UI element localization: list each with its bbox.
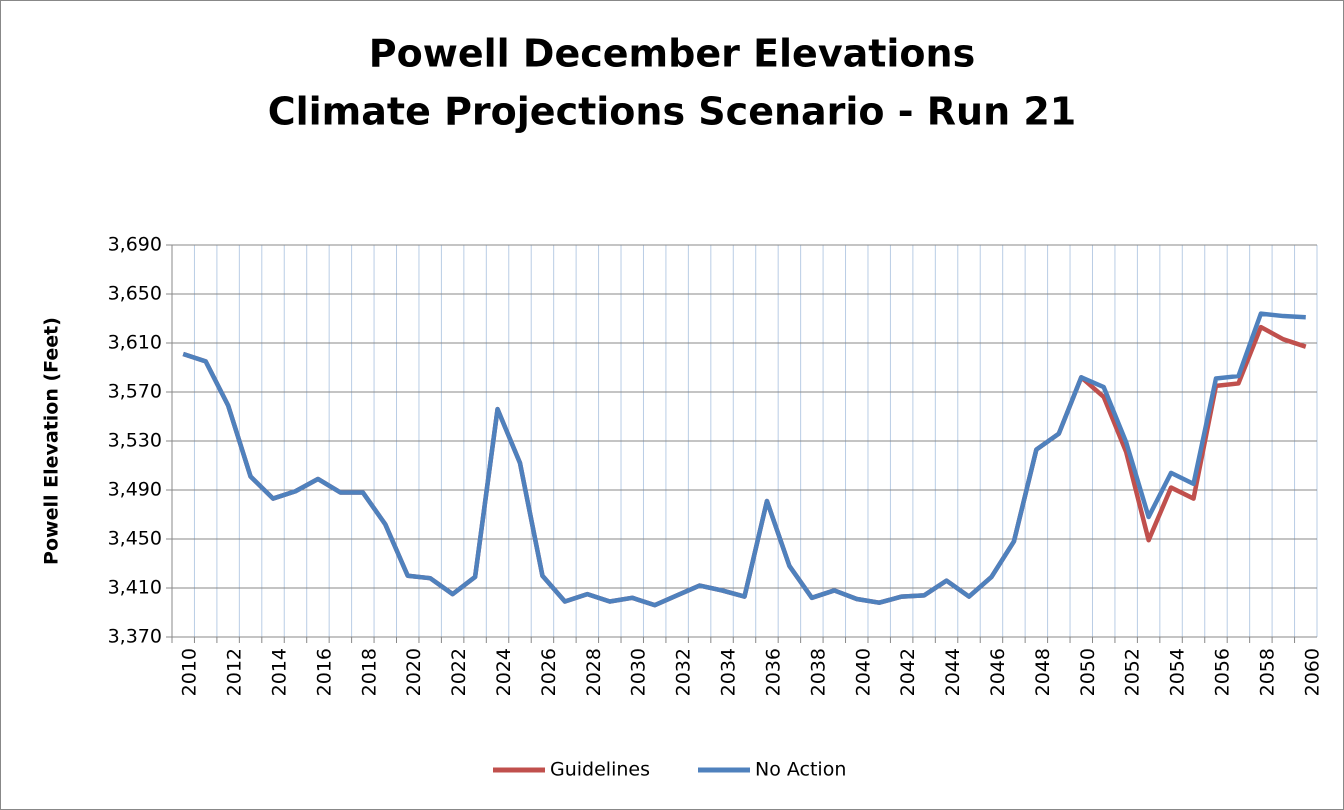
- x-tick-label: 2050: [1077, 648, 1099, 696]
- x-tick-label: 2042: [897, 648, 919, 696]
- x-tick-label: 2024: [493, 648, 515, 696]
- x-tick-label: 2048: [1032, 648, 1054, 696]
- y-tick-label: 3,530: [108, 430, 162, 452]
- x-tick-label: 2020: [403, 648, 425, 696]
- legend-label: Guidelines: [550, 759, 650, 781]
- x-tick-label: 2060: [1301, 648, 1323, 696]
- x-tick-label: 2052: [1122, 648, 1144, 696]
- x-tick-label: 2054: [1167, 648, 1189, 696]
- x-tick-label: 2034: [718, 648, 740, 696]
- y-tick-label: 3,570: [108, 381, 162, 403]
- y-tick-label: 3,650: [108, 283, 162, 305]
- y-tick-label: 3,610: [108, 332, 162, 354]
- chart-subtitle: Climate Projections Scenario - Run 21: [268, 90, 1077, 134]
- x-tick-label: 2012: [224, 648, 246, 696]
- x-tick-label: 2016: [313, 648, 335, 696]
- chart-title: Powell December Elevations: [369, 32, 975, 76]
- y-tick-label: 3,490: [108, 479, 162, 501]
- x-tick-label: 2038: [807, 648, 829, 696]
- x-tick-label: 2022: [448, 648, 470, 696]
- y-tick-label: 3,690: [108, 234, 162, 256]
- x-tick-label: 2028: [583, 648, 605, 696]
- x-tick-label: 2018: [358, 648, 380, 696]
- x-tick-label: 2058: [1256, 648, 1278, 696]
- y-tick-label: 3,370: [108, 626, 162, 648]
- x-tick-label: 2026: [538, 648, 560, 696]
- legend-label: No Action: [755, 759, 846, 781]
- x-tick-label: 2056: [1211, 648, 1233, 696]
- y-axis-label: Powell Elevation (Feet): [41, 317, 63, 565]
- x-tick-label: 2040: [852, 648, 874, 696]
- y-tick-label: 3,450: [108, 528, 162, 550]
- x-tick-label: 2010: [179, 648, 201, 696]
- x-tick-label: 2014: [269, 648, 291, 696]
- x-tick-label: 2044: [942, 648, 964, 696]
- x-tick-label: 2032: [673, 648, 695, 696]
- x-tick-label: 2036: [762, 648, 784, 696]
- x-tick-label: 2030: [628, 648, 650, 696]
- series-line: [182, 311, 1306, 608]
- y-tick-label: 3,410: [108, 577, 162, 599]
- x-tick-label: 2046: [987, 648, 1009, 696]
